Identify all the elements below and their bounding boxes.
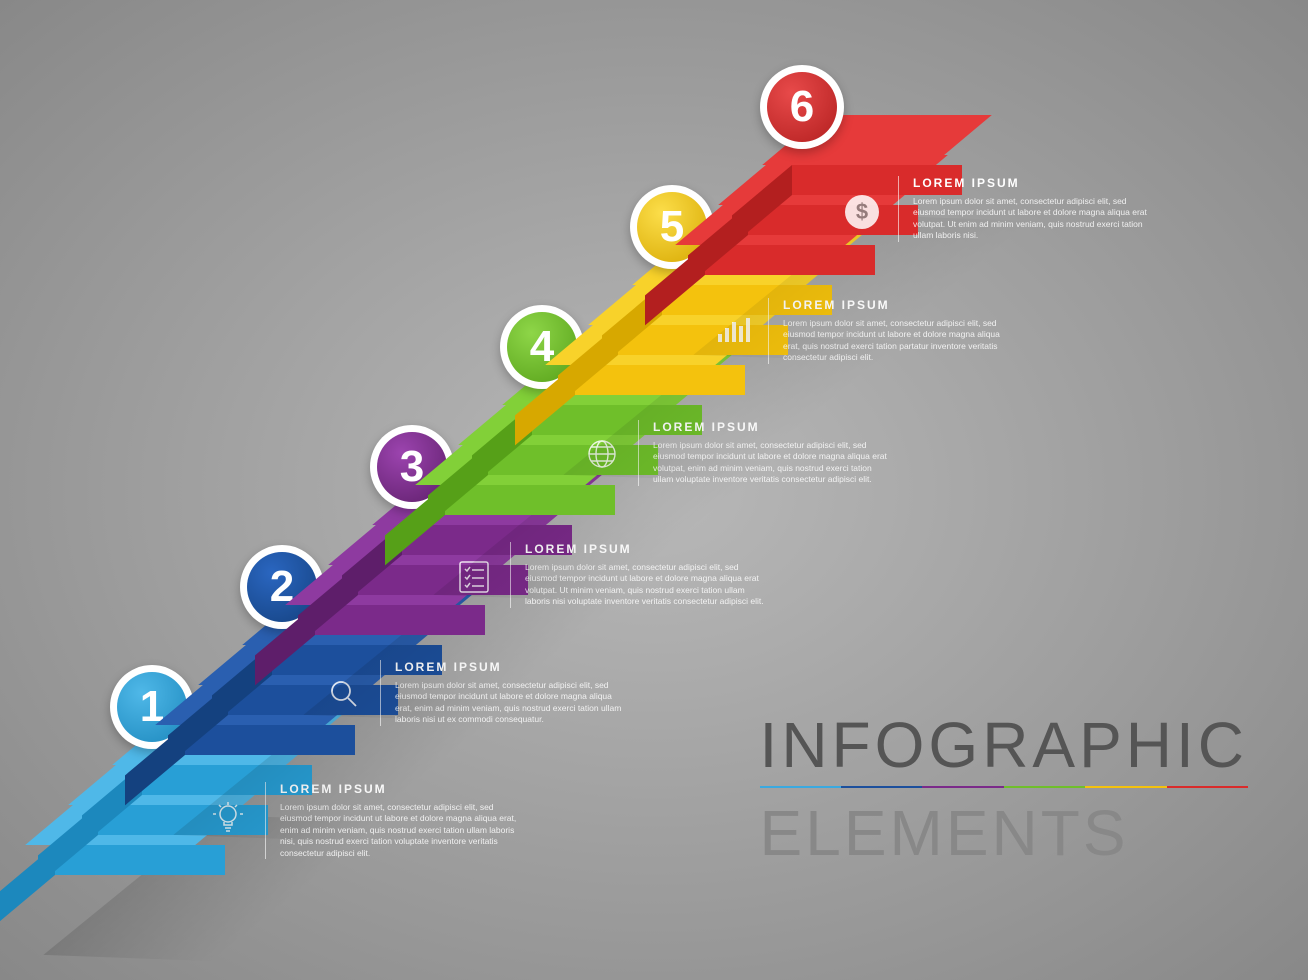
dollar-icon: $ [844,194,880,235]
step-body: Lorem ipsum dolor sit amet, consectetur … [913,196,1148,242]
title-line-1: INFOGRAPHIC [760,708,1248,782]
step-text-6: LOREM IPSUM Lorem ipsum dolor sit amet, … [898,176,1148,242]
step-badge-6: 6 [760,65,844,149]
main-title: INFOGRAPHIC ELEMENTS [760,708,1248,870]
title-underline [760,786,1248,788]
svg-text:$: $ [856,199,868,224]
step-number: 6 [767,72,837,142]
title-line-2: ELEMENTS [760,796,1248,870]
step-title: LOREM IPSUM [913,176,1148,190]
